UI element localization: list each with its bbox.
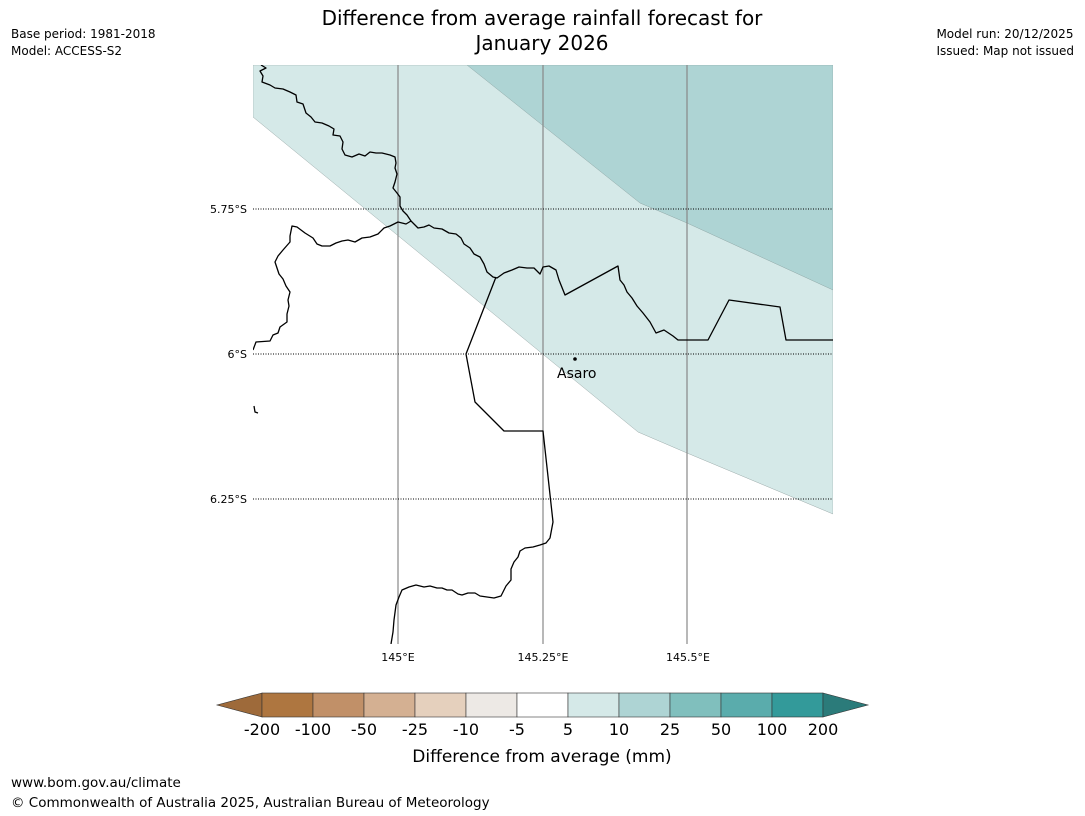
legend-tick: -10 (453, 720, 479, 739)
legend-arrow-low (215, 692, 263, 718)
legend-swatch (720, 692, 773, 718)
legend-tick: 50 (711, 720, 731, 739)
legend-tick: -100 (295, 720, 331, 739)
legend-swatch (414, 692, 467, 718)
lat-label-5-75: 5.75°S (210, 203, 247, 216)
header-right-info: Model run: 20/12/2025 Issued: Map not is… (936, 26, 1074, 60)
legend-tick: -200 (244, 720, 280, 739)
legend-label: Difference from average (mm) (412, 747, 671, 767)
model-run-text: Model run: 20/12/2025 (936, 27, 1074, 41)
map-title: Difference from average rainfall forecas… (242, 6, 842, 56)
legend-swatch (465, 692, 518, 718)
legend-arrow-high (822, 692, 870, 718)
legend-tick: 10 (609, 720, 629, 739)
legend-tick-labels: -200 -100 -50 -25 -10 -5 5 10 25 50 100 … (244, 720, 838, 739)
footer-url: www.bom.gov.au/climate (11, 775, 181, 791)
map-panel: Asaro (253, 65, 833, 644)
model-text: Model: ACCESS-S2 (11, 44, 123, 58)
legend-swatch (771, 692, 824, 718)
boundary-central (410, 220, 833, 341)
color-legend (215, 692, 870, 718)
issued-text: Issued: Map not issued (936, 44, 1074, 58)
lon-label-145: 145°E (381, 651, 414, 664)
lon-label-145-5: 145.5°E (666, 651, 710, 664)
title-line-2: January 2026 (475, 31, 609, 55)
lat-label-6: 6°S (228, 348, 247, 361)
legend-tick: -25 (402, 720, 428, 739)
footer-copyright: © Commonwealth of Australia 2025, Austra… (11, 795, 490, 811)
legend-tick: 5 (563, 720, 573, 739)
legend-tick: -5 (509, 720, 525, 739)
header-left-info: Base period: 1981-2018 Model: ACCESS-S2 (11, 26, 156, 60)
zone-10-25 (466, 65, 833, 291)
legend-swatch (618, 692, 671, 718)
legend-swatch (567, 692, 620, 718)
legend-tick: 100 (757, 720, 788, 739)
legend-swatch (312, 692, 365, 718)
asaro-label: Asaro (557, 366, 596, 382)
legend-swatch (261, 692, 314, 718)
title-line-1: Difference from average rainfall forecas… (321, 6, 763, 30)
boundary-north (253, 65, 412, 351)
boundary-fragment (253, 405, 259, 414)
legend-tick: 25 (660, 720, 680, 739)
legend-swatch (669, 692, 722, 718)
asaro-marker (573, 357, 577, 361)
province-boundaries (253, 65, 833, 644)
legend-tick: -50 (351, 720, 377, 739)
legend-swatch (363, 692, 416, 718)
lon-label-145-25: 145.25°E (518, 651, 569, 664)
legend-swatch (516, 692, 569, 718)
lat-label-6-25: 6.25°S (210, 493, 247, 506)
boundary-south (390, 276, 554, 644)
legend-tick: 200 (808, 720, 839, 739)
base-period-text: Base period: 1981-2018 (11, 27, 156, 41)
